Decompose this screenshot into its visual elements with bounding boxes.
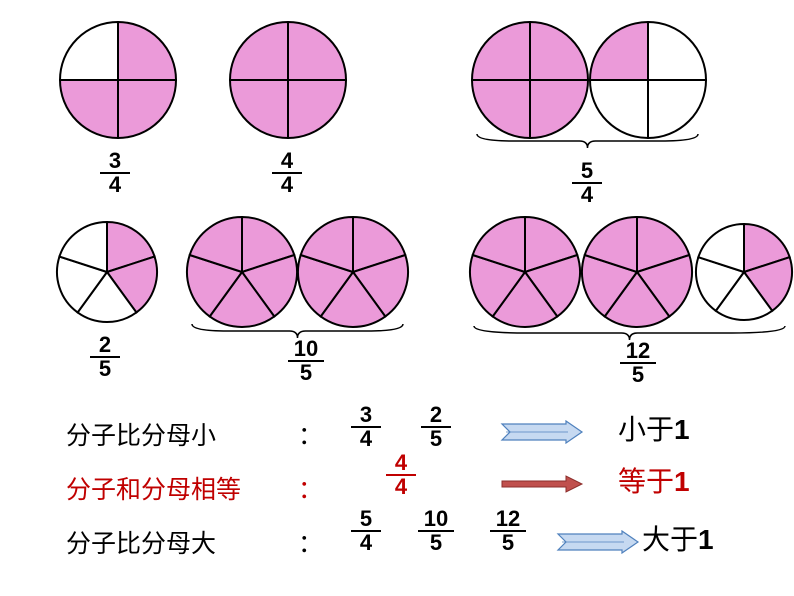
comparison-label: 分子比分母大 bbox=[66, 524, 216, 560]
colon: ： bbox=[298, 470, 323, 506]
pie-chart bbox=[580, 215, 694, 329]
colon: ： bbox=[298, 416, 323, 452]
fraction: 34 bbox=[100, 150, 130, 196]
fraction: 34 bbox=[351, 404, 381, 450]
colon: ： bbox=[298, 524, 323, 560]
fraction: 105 bbox=[418, 508, 454, 554]
fraction: 54 bbox=[572, 160, 602, 206]
pie-chart bbox=[468, 215, 582, 329]
comparison-label: 分子比分母小 bbox=[66, 416, 216, 452]
pie-chart bbox=[185, 215, 299, 329]
comparison-label: 分子和分母相等 bbox=[66, 470, 241, 506]
arrow-icon bbox=[500, 474, 586, 494]
result-text: 等于1 bbox=[618, 460, 690, 500]
pie-chart bbox=[470, 20, 590, 140]
brace bbox=[190, 322, 405, 340]
arrow-icon bbox=[500, 420, 586, 444]
arrow-icon bbox=[556, 530, 642, 554]
result-text: 小于1 bbox=[618, 408, 690, 448]
pie-chart bbox=[694, 222, 794, 322]
fraction: 105 bbox=[288, 338, 324, 384]
fraction: 44 bbox=[386, 452, 416, 498]
fraction: 125 bbox=[620, 340, 656, 386]
fraction: 25 bbox=[421, 404, 451, 450]
brace bbox=[475, 132, 700, 150]
pie-chart bbox=[58, 20, 178, 140]
pie-chart bbox=[588, 20, 708, 140]
brace bbox=[472, 324, 787, 342]
fraction: 25 bbox=[90, 334, 120, 380]
fraction: 54 bbox=[351, 508, 381, 554]
fraction: 125 bbox=[490, 508, 526, 554]
pie-chart bbox=[228, 20, 348, 140]
pie-chart bbox=[55, 220, 159, 324]
result-text: 大于1 bbox=[642, 518, 714, 558]
pie-chart bbox=[296, 215, 410, 329]
fraction: 44 bbox=[272, 150, 302, 196]
